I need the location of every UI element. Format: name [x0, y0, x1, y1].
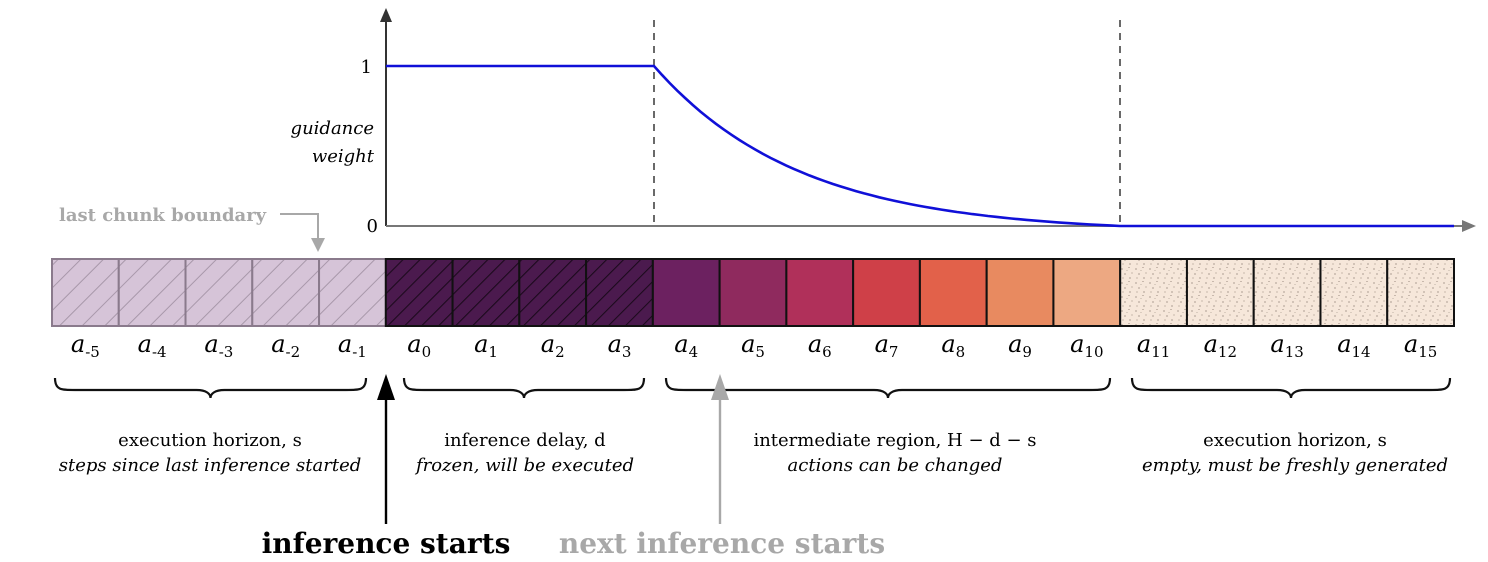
region-4-line2: empty, must be freshly generated — [1142, 455, 1448, 476]
action-label: a3 — [608, 330, 632, 361]
action-label: a0 — [407, 330, 431, 361]
region-3-line1: intermediate region, H − d − s — [753, 430, 1036, 451]
region-2-line1: inference delay, d — [444, 430, 605, 451]
action-cell — [718, 258, 788, 327]
region-4-line1: execution horizon, s — [1203, 430, 1387, 451]
inference-starts-label: inference starts — [262, 527, 511, 560]
action-cell — [918, 258, 988, 327]
action-label: a15 — [1404, 330, 1437, 361]
inference-starts-marker: inference starts — [262, 374, 511, 560]
chunk-boundary-arrow — [280, 213, 319, 242]
action-cell — [1252, 258, 1322, 327]
ylabel-line1: guidance — [291, 118, 374, 139]
action-label: a-2 — [271, 330, 300, 361]
action-label: a10 — [1070, 330, 1103, 361]
action-label: a9 — [1008, 330, 1032, 361]
action-cell — [1119, 258, 1188, 327]
action-cell — [785, 258, 855, 327]
action-label: a6 — [808, 330, 832, 361]
action-label: a-3 — [204, 330, 233, 361]
action-label: a7 — [875, 330, 899, 361]
action-cells: a-5 a-4 a-3 a-2 a-1 a0 a1 a2 a3 a4 a5 a6 a7 a8 a9 a10 a1… — [51, 258, 1455, 361]
action-cell — [251, 258, 321, 327]
next-inference-starts-marker: next inference starts — [559, 374, 885, 560]
action-label: a1 — [474, 330, 498, 361]
region-1-line1: execution horizon, s — [118, 430, 302, 451]
region-brace — [402, 377, 646, 399]
ytick-1: 1 — [361, 57, 372, 78]
region-brace — [1130, 377, 1452, 399]
action-cell — [1185, 258, 1255, 327]
y-axis-arrowhead — [380, 8, 392, 22]
chunk-boundary-annotation: last chunk boundary — [59, 205, 325, 252]
inference-starts-arrowhead — [377, 374, 395, 400]
action-cell — [585, 258, 654, 327]
action-cell — [1052, 258, 1122, 327]
region-3-line2: actions can be changed — [788, 455, 1003, 476]
ytick-0: 0 — [367, 216, 378, 237]
action-cell — [318, 258, 387, 327]
action-label: a-1 — [338, 330, 367, 361]
region-labels: execution horizon, s steps since last in… — [59, 430, 1448, 476]
action-label: a13 — [1270, 330, 1303, 361]
next-inference-starts-arrowhead — [711, 374, 729, 400]
action-label: a11 — [1137, 330, 1170, 361]
action-cell — [451, 258, 521, 327]
action-label: a4 — [674, 330, 698, 361]
action-label: a-5 — [71, 330, 100, 361]
action-cell — [384, 258, 454, 327]
action-label: a-4 — [138, 330, 167, 361]
action-cell — [1319, 258, 1389, 327]
action-cell — [518, 258, 588, 327]
action-label: a12 — [1204, 330, 1237, 361]
action-cell — [184, 258, 254, 327]
guidance-weight-curve — [386, 64, 1454, 228]
region-1-line2: steps since last inference started — [59, 455, 362, 476]
action-cell — [1386, 258, 1455, 327]
action-cell — [651, 258, 721, 327]
region-braces — [53, 377, 1452, 399]
region-2-line2: frozen, will be executed — [414, 455, 634, 476]
ylabel-line2: weight — [312, 146, 375, 167]
x-axis-arrowhead — [1462, 220, 1476, 232]
next-inference-starts-label: next inference starts — [559, 527, 885, 560]
action-label: a8 — [941, 330, 965, 361]
action-cell — [51, 258, 120, 327]
action-label: a5 — [741, 330, 765, 361]
action-cell — [985, 258, 1055, 327]
action-cell — [852, 258, 921, 327]
chunk-boundary-label: last chunk boundary — [59, 205, 267, 226]
action-cell — [117, 258, 187, 327]
plot-axes: 1 0 guidance weight — [291, 8, 1476, 237]
action-label: a14 — [1337, 330, 1370, 361]
chunk-boundary-arrowhead — [311, 238, 325, 252]
action-label: a2 — [541, 330, 565, 361]
region-brace — [664, 377, 1112, 399]
region-brace — [53, 377, 368, 399]
